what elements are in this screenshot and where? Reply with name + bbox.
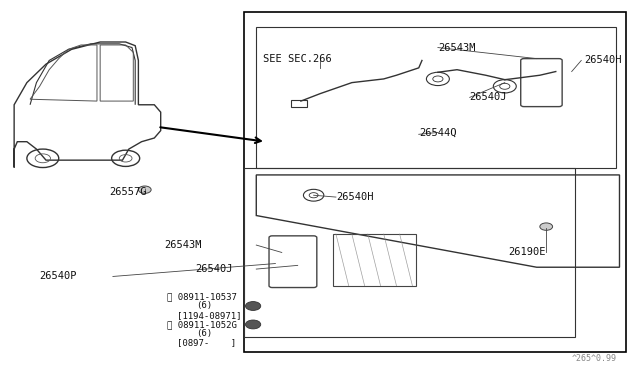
Text: ⓝ 08911-10537: ⓝ 08911-10537 [167, 292, 237, 301]
Circle shape [246, 320, 260, 329]
Text: 26540P: 26540P [40, 272, 77, 282]
Text: 26540H: 26540H [584, 55, 622, 65]
Text: 26557G: 26557G [109, 186, 147, 196]
Text: (6): (6) [196, 329, 212, 338]
Text: 26540J: 26540J [470, 92, 508, 102]
Text: 26543M: 26543M [438, 42, 476, 52]
Text: 26540J: 26540J [196, 264, 233, 274]
Circle shape [540, 223, 552, 230]
Circle shape [138, 186, 151, 193]
Text: 26543M: 26543M [164, 240, 202, 250]
Text: 26190E: 26190E [508, 247, 545, 257]
Text: SEE SEC.266: SEE SEC.266 [263, 54, 332, 64]
Text: ^265^0.99: ^265^0.99 [572, 354, 616, 363]
Text: [1194-08971]: [1194-08971] [177, 311, 241, 320]
Text: 26540H: 26540H [336, 192, 373, 202]
Text: ⓝ 08911-1052G: ⓝ 08911-1052G [167, 320, 237, 329]
Text: 26544Q: 26544Q [419, 128, 456, 138]
Text: [0897-    ]: [0897- ] [177, 339, 236, 347]
Circle shape [246, 302, 260, 310]
Text: (6): (6) [196, 301, 212, 311]
